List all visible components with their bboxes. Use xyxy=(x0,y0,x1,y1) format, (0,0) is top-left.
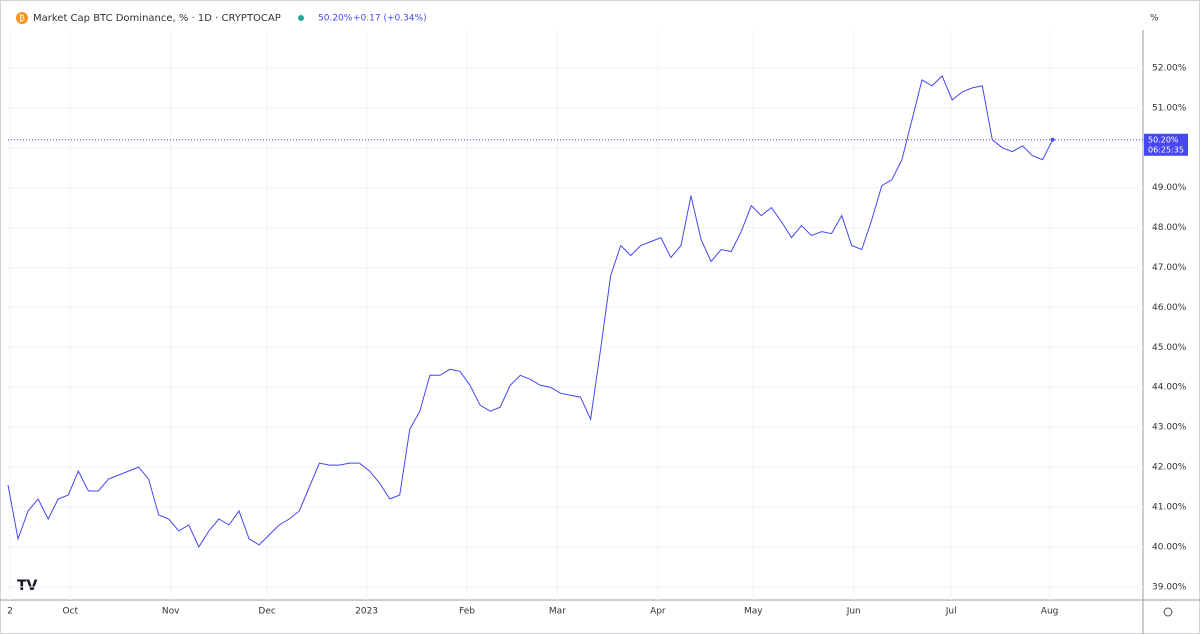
tradingview-logo[interactable]: TV xyxy=(17,578,38,594)
y-tick-label: 41.00% xyxy=(1152,502,1187,512)
x-tick-label: May xyxy=(744,607,763,617)
countdown: 06:25:35 xyxy=(1148,145,1184,154)
x-tick-label: 2023 xyxy=(355,607,378,617)
y-tick-label: 51.00% xyxy=(1152,103,1187,113)
x-tick-label: Aug xyxy=(1041,607,1059,617)
x-tick-label: 2 xyxy=(7,607,13,617)
x-tick-label: Jun xyxy=(846,607,861,617)
y-tick-label: 45.00% xyxy=(1152,343,1187,353)
y-tick-label: 40.00% xyxy=(1152,542,1187,552)
y-tick-label: 42.00% xyxy=(1152,463,1187,473)
logo[interactable]: TV xyxy=(17,578,38,594)
status-dot xyxy=(298,15,304,21)
bitcoin-icon xyxy=(16,12,28,24)
y-tick-label: 47.00% xyxy=(1152,263,1187,273)
last-value: 50.20% xyxy=(318,14,353,24)
y-tick-label: 48.00% xyxy=(1152,223,1187,233)
x-tick-label: Feb xyxy=(459,607,475,617)
x-tick-label: Oct xyxy=(62,607,78,617)
y-tick-label: 52.00% xyxy=(1152,63,1187,73)
change: +0.17 (+0.34%) xyxy=(353,14,427,24)
price-tag-value: 50.20% xyxy=(1148,135,1179,144)
y-tick-label: 46.00% xyxy=(1152,303,1187,313)
price-tag xyxy=(1144,133,1188,156)
x-tick-label: Mar xyxy=(549,607,566,617)
y-tick-label: 39.00% xyxy=(1152,582,1187,592)
settings-icon[interactable] xyxy=(1163,607,1173,617)
y-tick-label: 44.00% xyxy=(1152,383,1187,393)
chart-title: Market Cap BTC Dominance, % · 1D · CRYPT… xyxy=(33,13,281,24)
y-tick-label: 49.00% xyxy=(1152,183,1187,193)
x-tick-label: Dec xyxy=(258,607,275,617)
bitcoin-glyph: ₿ xyxy=(19,14,25,23)
grid xyxy=(8,30,1143,600)
last-point xyxy=(1050,137,1055,142)
x-tick-label: Apr xyxy=(650,607,666,617)
axis-unit[interactable]: % xyxy=(1150,14,1159,24)
x-tick-label: Jul xyxy=(945,607,957,617)
line xyxy=(7,75,1054,548)
y-tick-label: 43.00% xyxy=(1152,423,1187,433)
x-tick-label: Nov xyxy=(162,607,180,617)
